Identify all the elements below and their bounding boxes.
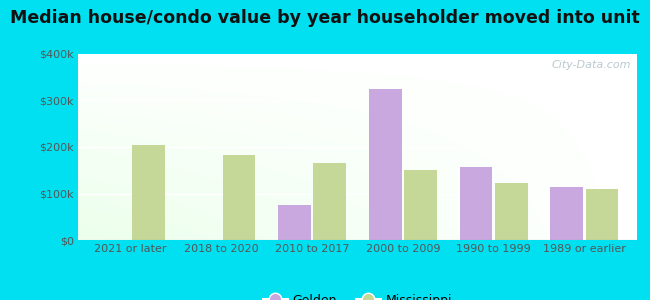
Bar <box>404 170 437 240</box>
Bar <box>369 89 402 240</box>
Bar <box>586 189 618 240</box>
Text: City-Data.com: City-Data.com <box>552 60 631 70</box>
Bar <box>460 167 492 240</box>
Bar <box>278 205 311 240</box>
Bar <box>132 145 164 240</box>
Bar <box>495 183 528 240</box>
Bar <box>223 155 255 240</box>
Legend: Golden, Mississippi: Golden, Mississippi <box>257 289 458 300</box>
Bar <box>313 163 346 240</box>
Bar <box>551 188 583 240</box>
Text: Median house/condo value by year householder moved into unit: Median house/condo value by year househo… <box>10 9 640 27</box>
